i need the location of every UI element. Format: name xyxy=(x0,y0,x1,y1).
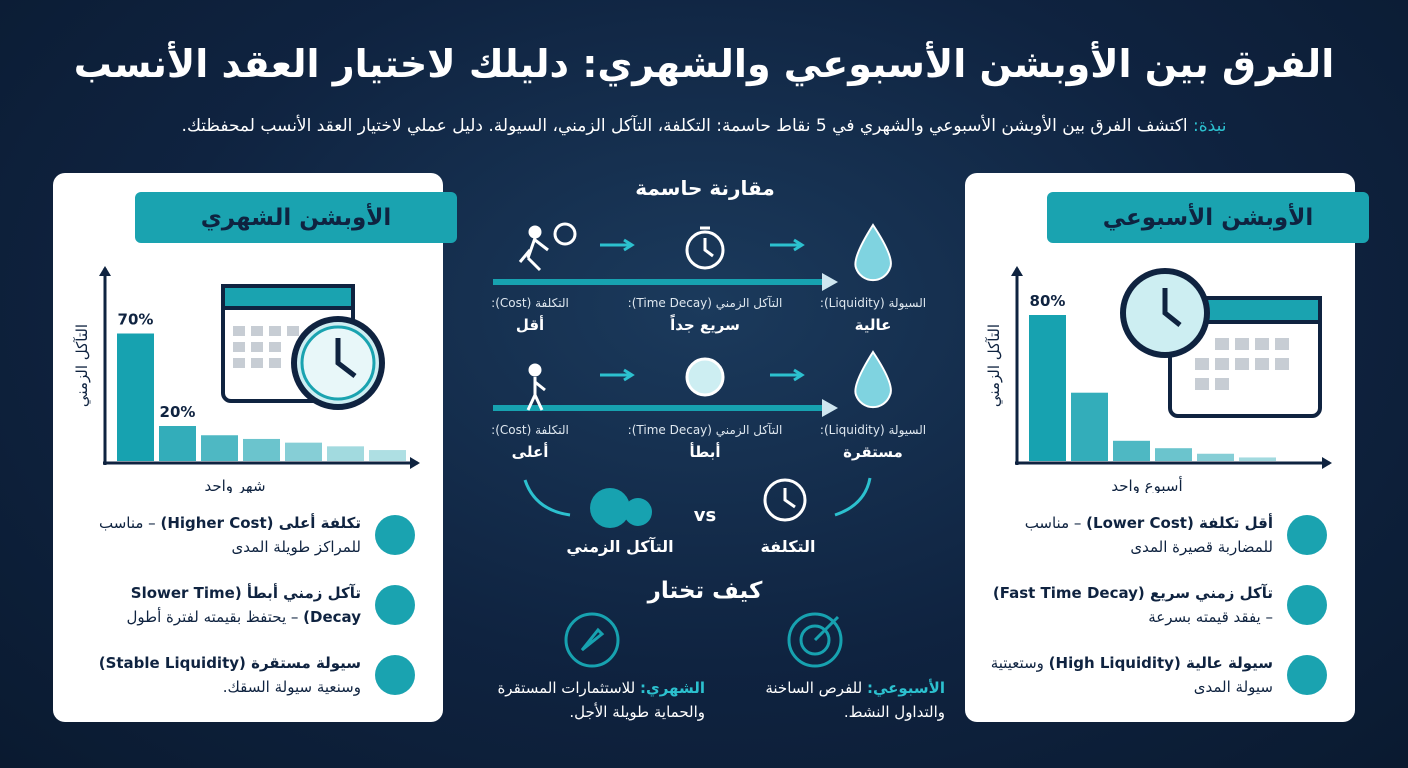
arrow xyxy=(99,266,111,276)
value-label: 20% xyxy=(160,403,196,421)
point-text: – مناسب للمراكز طويلة المدى xyxy=(98,514,361,556)
option-text: للفرص الساخنة والتداول النشط. xyxy=(765,679,945,721)
cell-label: التكلفة (Cost): xyxy=(491,296,569,310)
arrow xyxy=(410,457,420,469)
vs-left: التآكل الزمني xyxy=(566,537,674,556)
icon xyxy=(1287,585,1327,625)
cell-label: السيولة (Liquidity): xyxy=(819,423,927,437)
monthly-card: الأوبشن الشهري التآكل الزمني شهر واحد 70% 2… xyxy=(53,173,457,722)
icon xyxy=(1287,515,1327,555)
value-label: 70% xyxy=(118,311,154,329)
cell-label: التآكل الزمني (Time Decay): xyxy=(627,423,783,437)
chart: التآكل الزمني شهر واحد 70% 20% xyxy=(73,266,420,493)
intro: نبذة: اكتشف الفرق بين الأوبشن الأسبوعي و… xyxy=(182,116,1227,136)
arrow xyxy=(1011,266,1023,276)
option-label: الأسبوعي: xyxy=(866,679,945,697)
cell-value: أبطأ xyxy=(689,443,721,461)
vs: vs xyxy=(693,505,717,526)
cell-value: أقل xyxy=(515,316,545,334)
card-header: الأوبشن الشهري xyxy=(135,192,457,243)
point: تآكل زمني أبطأ (Slower Time Decay) – يحت… xyxy=(71,581,362,629)
bar xyxy=(159,426,196,461)
point: سيولة مستقرة (Stable Liquidity) وسنعية س… xyxy=(71,651,361,699)
point-text: – يفقد قيمته بسرعة xyxy=(1148,608,1273,626)
bar xyxy=(1239,457,1276,461)
point-title: سيولة مستقرة (Stable Liquidity) xyxy=(98,654,361,672)
bar xyxy=(1071,392,1108,461)
weekly-card: الأوبشن الأسبوعي التآكل الزمني أسبوع واحد… xyxy=(965,173,1369,722)
cell-value: أعلى xyxy=(511,443,549,461)
point: أقل تكلفة (Lower Cost) – مناسب للمضاربة … xyxy=(983,511,1273,559)
y-axis-label: التآكل الزمني xyxy=(73,324,92,407)
point-title: تآكل زمني أبطأ (Slower Time Decay) xyxy=(130,584,361,626)
point: سيولة عالية (High Liquidity) وستعيتية سي… xyxy=(983,651,1273,699)
option-text: للاستثمارات المستقرة والحماية طويلة الأج… xyxy=(497,679,705,721)
bar xyxy=(369,450,406,461)
cell-label: السيولة (Liquidity): xyxy=(819,296,927,310)
chart: التآكل الزمني أسبوع واحد 80% xyxy=(985,266,1332,493)
y-axis-label: التآكل الزمني xyxy=(985,324,1004,407)
calendar-icon xyxy=(221,284,385,410)
point-title: سيولة عالية (High Liquidity) xyxy=(1048,654,1273,672)
point-text: وستعيتية سيولة المدى xyxy=(990,654,1273,696)
bar xyxy=(327,446,364,461)
card-header: الأوبشن الأسبوعي xyxy=(1047,192,1369,243)
bar xyxy=(1029,315,1066,461)
x-axis-label: أسبوع واحد xyxy=(1111,476,1182,493)
intro-text: اكتشف الفرق بين الأوبشن الأسبوعي والشهري… xyxy=(181,116,1188,136)
section-title: مقارنة حاسمة xyxy=(635,176,775,200)
title: الفرق بين الأوبشن الأسبوعي والشهري: دليل… xyxy=(73,42,1335,86)
point: تكلفة أعلى (Higher Cost) – مناسب للمراكز… xyxy=(71,511,361,559)
point-title: أقل تكلفة (Lower Cost) xyxy=(1086,514,1273,532)
point-title: تآكل زمني سريع (Fast Time Decay) xyxy=(992,584,1273,602)
value-label: 80% xyxy=(1030,292,1066,310)
calendar-icon xyxy=(1120,268,1322,418)
icon xyxy=(375,515,415,555)
icon xyxy=(375,585,415,625)
bar xyxy=(1197,453,1234,461)
bar xyxy=(1113,440,1150,461)
point-text: وسنعية سيولة السقك. xyxy=(222,678,361,696)
x-axis-label: شهر واحد xyxy=(204,477,265,493)
point: تآكل زمني سريع (Fast Time Decay) – يفقد … xyxy=(983,581,1273,629)
point-title: تكلفة أعلى (Higher Cost) xyxy=(160,514,361,532)
bar xyxy=(117,333,154,461)
bar xyxy=(1155,448,1192,461)
icon xyxy=(375,655,415,695)
option: الأسبوعي: للفرص الساخنة والتداول النشط. xyxy=(725,676,945,724)
icon xyxy=(1287,655,1327,695)
bar xyxy=(285,442,322,461)
section-title: كيف تختار xyxy=(647,578,763,604)
bar xyxy=(243,438,280,461)
point-text: – مناسب للمضاربة قصيرة المدى xyxy=(1024,514,1273,556)
option-label: الشهري: xyxy=(639,679,705,697)
cell-label: التكلفة (Cost): xyxy=(491,423,569,437)
option: الشهري: للاستثمارات المستقرة والحماية طو… xyxy=(470,676,705,724)
cell-value: عالية xyxy=(854,316,892,334)
intro-label: نبذة: xyxy=(1193,116,1227,136)
cell-label: التآكل الزمني (Time Decay): xyxy=(627,296,783,310)
arrow xyxy=(1322,457,1332,469)
bar xyxy=(201,435,238,461)
vs-right: التكلفة xyxy=(760,537,816,556)
point-text: – يحتفظ بقيمته لفترة أطول xyxy=(126,608,299,626)
cell-value: سريع جداً xyxy=(670,316,740,334)
cell-value: مستقرة xyxy=(843,443,903,461)
